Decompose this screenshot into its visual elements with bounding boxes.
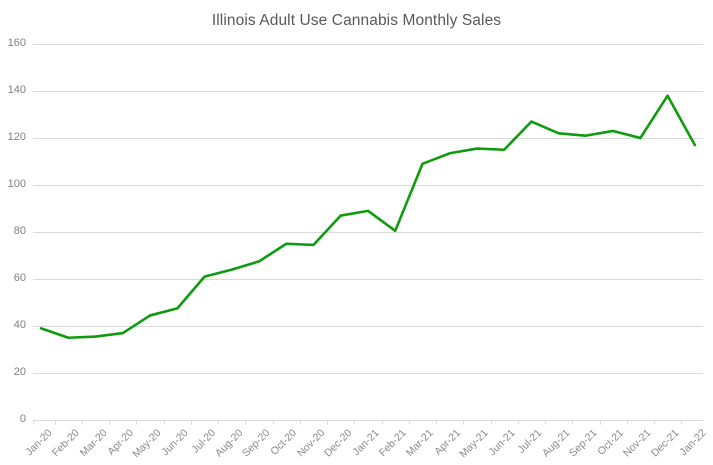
y-tick-label-80: 80 <box>13 225 26 237</box>
y-tick-label-160: 160 <box>7 37 26 49</box>
x-tickmarks <box>33 420 682 425</box>
y-tick-label-60: 60 <box>13 272 26 284</box>
y-tick-label-100: 100 <box>7 178 26 190</box>
y-tick-label-140: 140 <box>7 84 26 96</box>
gridlines <box>33 44 703 421</box>
y-tick-label-20: 20 <box>13 366 26 378</box>
chart-title: Illinois Adult Use Cannabis Monthly Sale… <box>211 12 502 29</box>
line-series-illinois-cannabis-sales <box>39 94 697 340</box>
y-tick-label-0: 0 <box>19 413 26 425</box>
y-tick-label-40: 40 <box>13 319 26 331</box>
y-tick-label-120: 120 <box>7 131 26 143</box>
